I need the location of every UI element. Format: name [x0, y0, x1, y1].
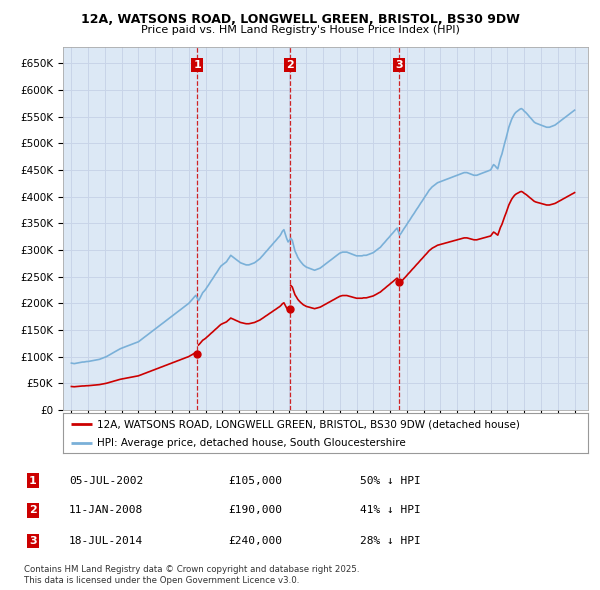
Text: 2: 2	[286, 60, 294, 70]
Text: £240,000: £240,000	[228, 536, 282, 546]
Text: 1: 1	[193, 60, 201, 70]
Text: 11-JAN-2008: 11-JAN-2008	[69, 506, 143, 515]
Text: 05-JUL-2002: 05-JUL-2002	[69, 476, 143, 486]
Text: 12A, WATSONS ROAD, LONGWELL GREEN, BRISTOL, BS30 9DW (detached house): 12A, WATSONS ROAD, LONGWELL GREEN, BRIST…	[97, 419, 520, 430]
Text: 1: 1	[29, 476, 37, 486]
Text: 41% ↓ HPI: 41% ↓ HPI	[360, 506, 421, 515]
Text: 3: 3	[395, 60, 403, 70]
Text: 18-JUL-2014: 18-JUL-2014	[69, 536, 143, 546]
Text: 3: 3	[29, 536, 37, 546]
Text: 28% ↓ HPI: 28% ↓ HPI	[360, 536, 421, 546]
Text: Contains HM Land Registry data © Crown copyright and database right 2025.
This d: Contains HM Land Registry data © Crown c…	[24, 565, 359, 585]
Text: 2: 2	[29, 506, 37, 515]
Text: £190,000: £190,000	[228, 506, 282, 515]
Text: Price paid vs. HM Land Registry's House Price Index (HPI): Price paid vs. HM Land Registry's House …	[140, 25, 460, 35]
Text: 50% ↓ HPI: 50% ↓ HPI	[360, 476, 421, 486]
Text: HPI: Average price, detached house, South Gloucestershire: HPI: Average price, detached house, Sout…	[97, 438, 406, 448]
Text: £105,000: £105,000	[228, 476, 282, 486]
Text: 12A, WATSONS ROAD, LONGWELL GREEN, BRISTOL, BS30 9DW: 12A, WATSONS ROAD, LONGWELL GREEN, BRIST…	[80, 13, 520, 26]
